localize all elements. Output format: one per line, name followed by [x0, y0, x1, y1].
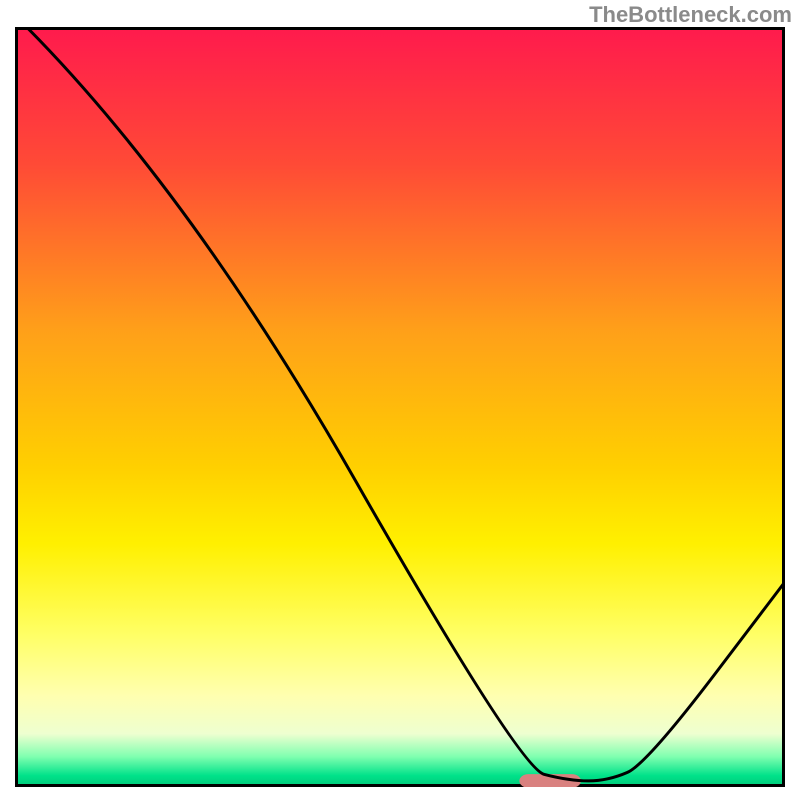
plot-area — [15, 27, 785, 787]
chart-root: TheBottleneck.com — [0, 0, 800, 800]
watermark-text: TheBottleneck.com — [589, 2, 792, 28]
gradient-background — [15, 27, 785, 787]
